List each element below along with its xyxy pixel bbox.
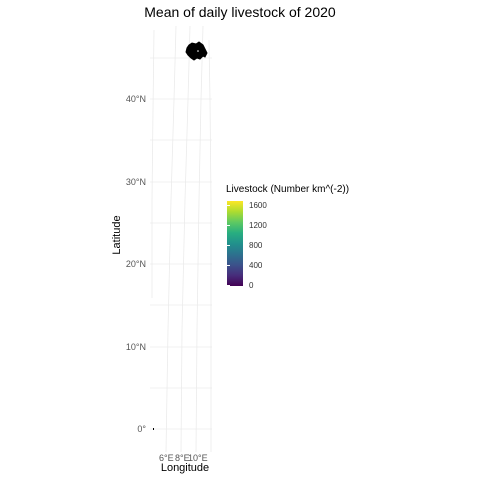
lat-tick-label: 10°N xyxy=(125,342,146,352)
x-axis-title: Longitude xyxy=(160,462,210,474)
gridline-lon-4 xyxy=(151,29,155,298)
gridline-lon-12 xyxy=(208,39,212,452)
legend-tick-mark xyxy=(227,285,230,286)
data-point-equator xyxy=(153,428,154,430)
legend-tick-label: 800 xyxy=(249,241,263,250)
region-detail xyxy=(197,50,199,52)
lat-tick-label: 40°N xyxy=(125,94,146,104)
longitude-gridlines xyxy=(151,25,212,453)
legend-tick-label: 0 xyxy=(249,281,254,290)
lat-tick-label: 30°N xyxy=(125,177,146,187)
legend-tick-label: 400 xyxy=(249,261,263,270)
legend-tick-mark xyxy=(227,205,230,206)
legend-tick-mark xyxy=(227,245,230,246)
gridline-lon-6 xyxy=(165,25,177,453)
gridline-lon-10 xyxy=(195,25,204,453)
latitude-gridlines xyxy=(150,57,212,430)
legend-title: Livestock (Number km^(-2)) xyxy=(226,184,350,195)
legend-tick-label: 1200 xyxy=(249,221,267,230)
y-axis-title: Latitude xyxy=(111,215,123,255)
lon-tick-label: 6°E xyxy=(159,453,174,463)
lon-tick-label: 8°E xyxy=(175,453,190,463)
map-title: Mean of daily livestock of 2020 xyxy=(144,4,336,20)
lat-tick-label: 0° xyxy=(137,424,146,434)
legend-tick-mark xyxy=(227,225,230,226)
color-legend: Livestock (Number km^(-2)) 0 400 800 120… xyxy=(226,184,386,290)
legend-tick-label: 1600 xyxy=(249,201,267,210)
livestock-region xyxy=(185,41,208,61)
lon-tick-label: 10°E xyxy=(188,453,208,463)
gridline-lon-8 xyxy=(180,25,191,453)
legend-tick-mark xyxy=(227,265,230,266)
lat-tick-label: 20°N xyxy=(125,259,146,269)
legend-colorbar xyxy=(227,201,243,286)
